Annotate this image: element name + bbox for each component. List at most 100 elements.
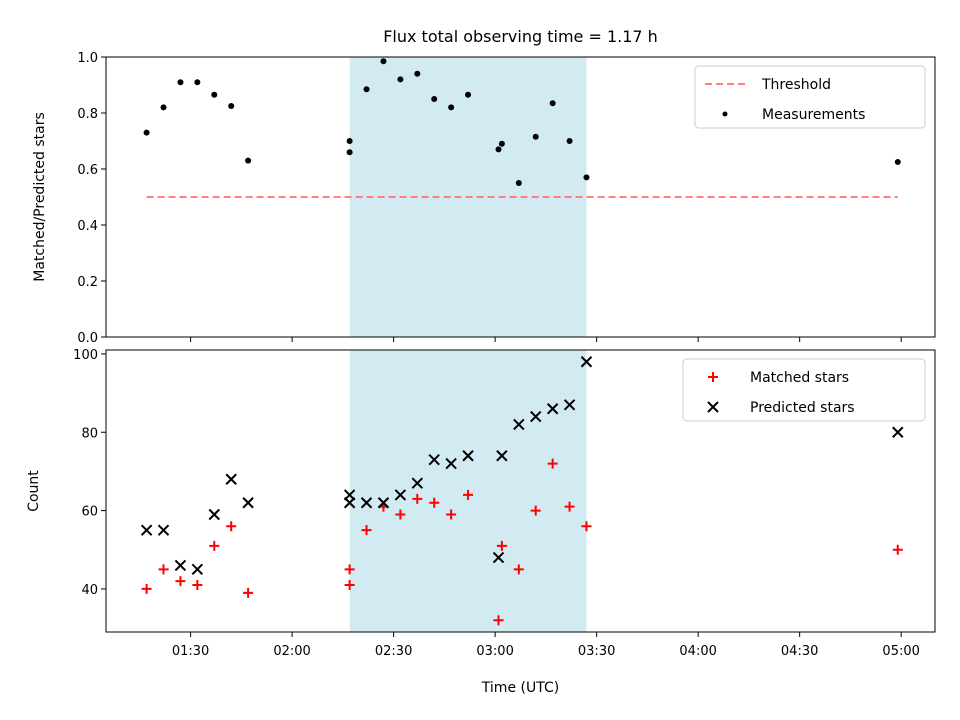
x-tick-label: 02:30 [375,644,412,659]
data-point [446,509,457,520]
data-point [194,79,201,86]
data-point [160,104,167,111]
data-point [363,86,370,93]
data-point [344,580,355,590]
chart-title: Flux total observing time = 1.17 h [383,27,658,46]
axes-frame [105,56,936,338]
data-point [397,76,404,83]
data-point [225,473,237,485]
data-point [209,540,220,551]
data-point [581,521,592,532]
series-measurements [143,58,901,186]
data-point [177,79,184,86]
data-point [492,551,505,564]
y-tick-label: 100 [73,348,98,363]
y-tick-label: 0.8 [77,107,98,122]
data-point [431,96,438,102]
legend: Matched stars Predicted stars [682,358,926,422]
legend-label: Predicted stars [750,400,855,416]
y-tick-label: 60 [81,505,98,520]
data-point [428,453,440,466]
y-tick-label: 80 [81,426,98,441]
data-point [580,356,593,368]
data-point [498,140,505,147]
data-point [175,576,186,587]
plot-layer: 0.0 0.2 0.4 0.6 0.8 1.0 Threshold Measurements 4… [73,51,936,659]
x-tick-label: 04:00 [679,644,716,659]
data-point [892,544,903,555]
data-point [463,489,474,500]
data-point [583,174,590,181]
data-point [429,497,440,508]
y-tick-label: 40 [81,583,98,598]
data-point [226,521,237,532]
data-point [361,525,372,536]
data-point [513,564,524,575]
y-tick-label: 0.2 [77,275,98,290]
data-point [530,410,542,423]
data-point [465,91,472,98]
y-tick-label: 0.4 [77,219,98,234]
data-point [395,509,406,520]
x-tick-label: 04:30 [781,644,818,659]
series-predicted-stars [140,356,904,576]
data-point [496,450,508,462]
legend-label: Measurements [762,107,865,123]
top-y-axis-label: Matched/Predicted stars [32,112,48,282]
data-point [495,146,502,153]
data-point [242,497,254,509]
data-point [496,540,507,551]
data-point [563,399,576,411]
data-point [411,477,424,489]
legend-label: Matched stars [750,370,849,386]
data-point [191,563,204,576]
data-point [174,559,187,572]
data-point [412,493,423,504]
data-point [566,138,573,144]
data-point [343,497,356,509]
data-point [394,489,407,501]
data-point [141,583,152,594]
y-tick-label: 1.0 [77,51,98,66]
data-point [546,403,559,415]
data-point [414,70,421,77]
data-point [192,580,203,590]
data-point [445,457,457,470]
data-point [140,524,153,536]
data-point [894,159,901,165]
data-point [143,129,150,136]
data-point [892,426,904,438]
x-tick-label: 02:00 [273,644,310,659]
bottom-y-axis-label: Count [26,470,42,512]
legend-box [694,65,926,129]
data-point [158,564,169,575]
data-point [157,524,170,536]
y-tick-label: 0.6 [77,163,98,178]
series-matched-stars [141,458,903,626]
data-point [532,133,539,140]
data-point [346,138,353,144]
legend-marker [707,401,719,413]
x-tick-label: 05:00 [882,644,919,659]
data-point [380,58,387,65]
data-point [547,458,558,469]
data-point [245,157,252,164]
data-point [360,497,373,509]
data-point [243,587,254,598]
data-point [530,505,541,516]
axes-frame [105,349,936,633]
data-point [493,615,504,626]
data-point [462,450,474,462]
legend-label: Threshold [761,77,831,93]
x-tick-label: 01:30 [172,644,209,659]
data-point [515,180,522,186]
data-point [564,501,575,512]
panel-count: 40 60 80 100 01:30 02:00 02:30 03:00 03:30 04:00 0… [73,348,936,659]
data-point [513,418,525,431]
legend: Threshold Measurements [694,65,926,129]
x-axis-label: Time (UTC) [481,680,559,696]
data-point [228,103,235,109]
panel-ratio: 0.0 0.2 0.4 0.6 0.8 1.0 Threshold Measurements [77,51,936,346]
data-point [346,149,353,156]
